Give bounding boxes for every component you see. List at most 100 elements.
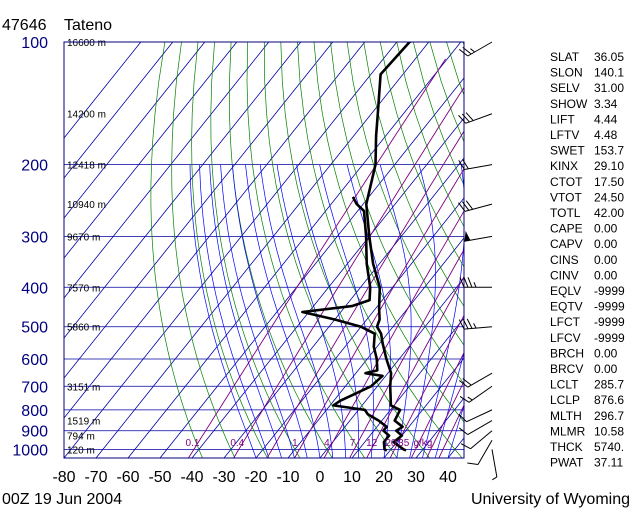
temperature-line [364, 42, 413, 452]
temperature-tick-label: -20 [244, 469, 267, 486]
index-name: SWET [550, 144, 585, 158]
temperature-tick-label: 20 [375, 469, 393, 486]
pressure-tick-label: 600 [21, 352, 48, 369]
wind-barb [458, 420, 493, 436]
moist-adiabat [220, 164, 295, 458]
mixing-ratio-line [233, 86, 464, 458]
temperature-tick-label: -80 [52, 469, 75, 486]
index-name: LFTV [550, 128, 579, 142]
mixing-ratio-label: 0.4 [230, 438, 244, 449]
temperature-tick-label: -50 [148, 469, 171, 486]
mixing-ratio-line [266, 130, 464, 458]
isotherm-line [64, 42, 270, 299]
index-name: MLMR [550, 424, 586, 438]
moist-adiabat [379, 164, 412, 458]
dewpoint-line [301, 196, 391, 452]
index-name: CINV [550, 268, 579, 282]
moist-adiabat [447, 404, 464, 458]
index-value: 3.34 [594, 97, 618, 111]
pressure-tick-label: 400 [21, 280, 48, 297]
dry-adiabat [346, 42, 464, 346]
pressure-tick-label: 100 [21, 35, 48, 52]
isotherm-line [64, 42, 398, 458]
isotherm-line [64, 42, 334, 379]
isotherm-line [64, 42, 366, 419]
index-value: 0.00 [594, 237, 618, 251]
pressure-tick-label: 1000 [12, 442, 48, 459]
height-label: 794 m [67, 432, 95, 443]
index-value: 0.00 [594, 253, 618, 267]
index-name: BRCH [550, 346, 584, 360]
dry-adiabat [280, 42, 430, 458]
mixing-ratio-label: 1 [292, 438, 298, 449]
index-name: PWAT [550, 456, 584, 470]
dry-adiabat [330, 42, 464, 385]
moist-adiabat [209, 164, 282, 458]
index-value: 37.11 [594, 456, 623, 470]
index-name: MLTH [550, 409, 582, 423]
wind-barb [458, 372, 493, 388]
height-label: 9670 m [67, 232, 100, 243]
dry-adiabat [297, 42, 463, 458]
mixing-ratio-line [438, 404, 464, 458]
wind-barb [459, 385, 493, 403]
dry-adiabat [150, 42, 203, 458]
wind-barb [458, 200, 493, 212]
index-value: 876.6 [594, 393, 624, 407]
indices-table: SLAT 36.05 SLON 140.1 SELV 31.00 SHOW 3.34 LIFT 4… [550, 50, 625, 470]
wind-barb [458, 112, 493, 124]
wind-barbs [458, 41, 498, 481]
moist-adiabat [296, 164, 359, 458]
wind-barb [458, 41, 493, 57]
pressure-tick-label: 800 [21, 403, 48, 420]
isotherm-line [191, 117, 464, 458]
mixing-ratio-label: 12 [366, 438, 378, 449]
pressure-tick-label: 900 [21, 424, 48, 441]
index-name: SLON [550, 66, 583, 80]
pressure-tick-label: 200 [21, 158, 48, 175]
mixing-ratio-line [410, 351, 464, 458]
index-name: CINS [550, 253, 579, 267]
height-label: 120 m [67, 445, 95, 456]
pressure-tick-label: 700 [21, 379, 48, 396]
pressure-tick-label: 300 [21, 229, 48, 246]
wind-barb [459, 277, 492, 288]
index-value: 153.7 [594, 144, 624, 158]
moist-adiabat [434, 351, 464, 458]
index-name: LCLT [550, 378, 579, 392]
dry-adiabat [246, 42, 365, 458]
index-value: 36.05 [594, 50, 624, 64]
credit: University of Wyoming [471, 491, 630, 508]
index-value: 5740. [594, 440, 624, 454]
isotherm-line [319, 277, 464, 458]
temperature-tick-label: -30 [212, 469, 235, 486]
index-value: 140.1 [594, 66, 624, 80]
index-name: EQTV [550, 300, 583, 314]
index-value: 31.00 [594, 81, 624, 95]
index-name: SHOW [550, 97, 588, 111]
height-label: 16600 m [67, 38, 106, 49]
dry-adiabat [263, 42, 398, 458]
mixing-ratio-line [366, 275, 464, 458]
mixing-ratio-label: 0.1 [186, 438, 200, 449]
index-name: THCK [550, 440, 583, 454]
plot-frame [63, 41, 465, 459]
mixing-ratio-label: 7 [350, 438, 356, 449]
isotherm-line [127, 42, 462, 458]
index-name: CAPV [550, 237, 583, 251]
mixing-ratio-label: g/kg [413, 438, 432, 449]
index-value: 24.50 [594, 190, 624, 204]
timestamp: 00Z 19 Jun 2004 [2, 491, 122, 508]
dry-adiabat [171, 42, 236, 458]
mixing-ratio-label: 20 [385, 438, 397, 449]
mixing-ratio-label: 4 [324, 438, 330, 449]
index-value: 0.00 [594, 222, 618, 236]
temperature-tick-label: -60 [116, 469, 139, 486]
index-value: 17.50 [594, 175, 624, 189]
mixing-ratio-label: 35 [398, 438, 410, 449]
index-value: -9999 [594, 284, 625, 298]
wind-barb [464, 230, 493, 242]
isotherm-line [64, 42, 174, 179]
temperature-tick-label: 30 [407, 469, 425, 486]
